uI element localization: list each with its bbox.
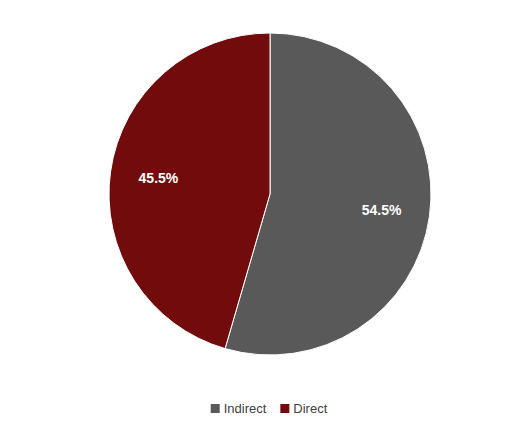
legend-label: Indirect xyxy=(224,401,267,416)
data-label: 54.5% xyxy=(362,202,402,218)
slices xyxy=(109,33,431,355)
chart: 54.5% 45.5% Indirect Direct xyxy=(0,0,512,429)
legend-label: Direct xyxy=(293,401,327,416)
data-label: 45.5% xyxy=(139,170,179,186)
pie-slice xyxy=(109,33,270,349)
legend-swatch xyxy=(211,404,220,413)
legend: Indirect Direct xyxy=(211,401,328,416)
legend-swatch xyxy=(280,404,289,413)
